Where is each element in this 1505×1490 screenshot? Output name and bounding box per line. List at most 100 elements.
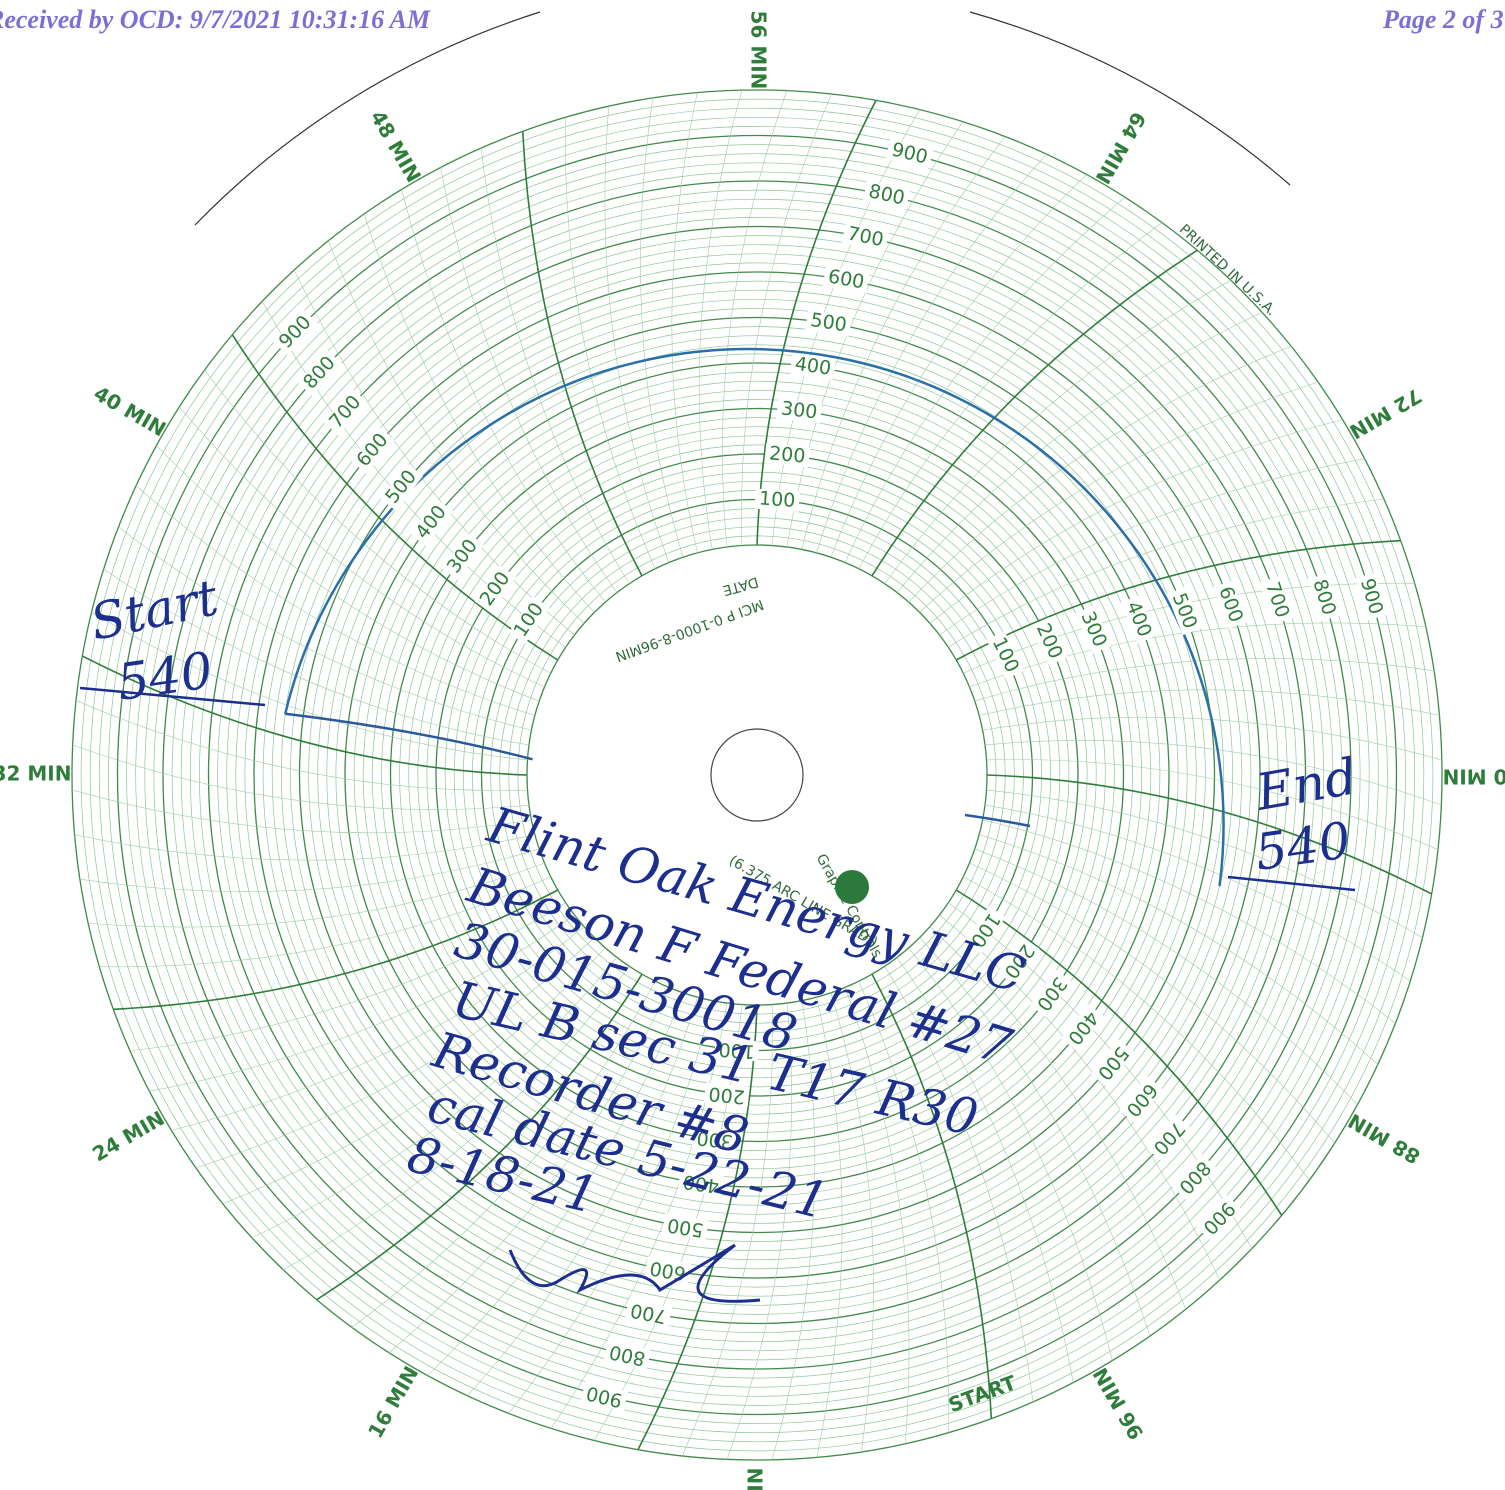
time-line-minor: [858, 222, 1163, 569]
pressure-label: 800: [867, 180, 907, 209]
time-line-minor: [427, 992, 684, 1376]
ring-minor: [80, 98, 1434, 1452]
time-line-minor: [896, 311, 1263, 593]
ring-minor: [126, 144, 1388, 1406]
handwritten-text: Start: [85, 568, 223, 652]
page-number: Page 2 of 3: [1382, 5, 1504, 34]
ring-major: [389, 407, 1125, 1143]
label-backing: [272, 309, 318, 356]
minute-label: 32 MIN: [0, 762, 71, 786]
ring-minor: [108, 126, 1406, 1424]
time-line-minor: [440, 167, 618, 593]
time-line-minor: [222, 947, 606, 1205]
time-line-minor: [79, 848, 540, 892]
minute-label: 48 MIN: [366, 106, 426, 186]
ring-minor: [171, 189, 1343, 1361]
time-line-minor: [74, 834, 535, 861]
minute-label: 88 MIN: [1344, 1109, 1424, 1169]
label-backing: [323, 389, 368, 436]
pressure-label: 700: [846, 222, 886, 251]
label-backing: [410, 498, 453, 546]
time-line-minor: [401, 189, 606, 603]
center-text: PRINTED IN U.S.A.: [1176, 221, 1279, 319]
pressure-label: 500: [666, 1214, 705, 1241]
time-line-minor: [982, 819, 1396, 1024]
label-backing: [822, 266, 870, 294]
pressure-label: 800: [1308, 577, 1340, 618]
pressure-label: 600: [1214, 584, 1247, 626]
time-line-minor: [480, 147, 630, 584]
time-line-minor: [974, 848, 1358, 1105]
time-line-major: [113, 889, 559, 1011]
minute-label: 96 MIN: [1088, 1363, 1148, 1443]
pen-trace-end: [964, 813, 1031, 828]
pressure-label: 700: [629, 1299, 669, 1328]
logo: [835, 870, 869, 904]
time-line-minor: [75, 700, 528, 791]
received-stamp: Received by OCD: 9/7/2021 10:31:16 AM: [0, 5, 431, 34]
label-backing: [677, 1170, 725, 1197]
ring-minor: [244, 262, 1270, 1288]
ring-major: [253, 271, 1261, 1279]
ring-minor: [381, 399, 1133, 1151]
time-line-major: [756, 100, 877, 546]
ring-minor: [508, 526, 1006, 1024]
ring-minor: [462, 480, 1052, 1070]
pressure-label: 100: [758, 487, 796, 512]
time-line-major: [82, 655, 528, 776]
ring-minor: [353, 371, 1161, 1179]
handwritten-text: 540: [114, 641, 217, 712]
ring-minor: [271, 289, 1243, 1261]
pen-trace: [284, 347, 1225, 887]
label-backing: [691, 1126, 738, 1152]
ring-minor: [280, 298, 1234, 1252]
ring-major: [116, 134, 1398, 1416]
time-line-minor: [858, 981, 950, 1433]
label-backing: [441, 532, 484, 581]
label-backing: [776, 398, 823, 424]
time-line-minor: [103, 568, 530, 746]
label-backing: [508, 596, 550, 644]
pressure-label: 100: [718, 1038, 756, 1063]
pressure-label: 900: [889, 138, 929, 168]
pressure-label: 900: [1356, 576, 1387, 617]
minute-label: 72 MIN: [1345, 384, 1425, 444]
signature: [508, 1243, 761, 1303]
time-line-minor: [969, 862, 1335, 1144]
time-line-minor: [919, 937, 1151, 1337]
label-backing: [350, 427, 395, 474]
time-line-minor: [844, 197, 1126, 563]
time-line-minor: [830, 174, 1087, 558]
label-backing: [603, 1340, 652, 1370]
label-backing: [1260, 576, 1294, 625]
time-line-minor: [985, 740, 1442, 806]
time-line-minor: [908, 947, 1113, 1361]
label-backing: [1075, 605, 1112, 654]
label-backing: [885, 139, 934, 169]
time-line-minor: [135, 485, 535, 716]
ring-major: [435, 453, 1079, 1097]
ring-minor: [326, 344, 1188, 1206]
underline: [1227, 875, 1356, 892]
time-line-minor: [72, 744, 529, 810]
time-line-minor: [283, 966, 630, 1271]
time-line-minor: [896, 957, 1074, 1383]
pressure-label: 200: [708, 1082, 746, 1107]
handwritten-text: 540: [1252, 811, 1355, 882]
ring-minor: [235, 253, 1279, 1297]
ring-minor: [153, 171, 1361, 1379]
label-backing: [580, 1381, 629, 1411]
label-backing: [862, 180, 911, 210]
pressure-label: 900: [584, 1382, 624, 1412]
pressure-label: 800: [607, 1340, 647, 1369]
time-line-minor: [844, 987, 910, 1444]
minute-label: 24 MIN: [88, 1106, 168, 1166]
time-line-minor: [986, 789, 1423, 939]
time-line-major: [871, 973, 993, 1419]
time-line-minor: [327, 240, 585, 624]
time-line-minor: [884, 279, 1231, 584]
time-line-minor: [251, 957, 618, 1239]
time-line-minor: [963, 876, 1310, 1181]
minute-label: 40 MIN: [90, 381, 170, 441]
minute-label: 16 MIN: [363, 1362, 423, 1442]
